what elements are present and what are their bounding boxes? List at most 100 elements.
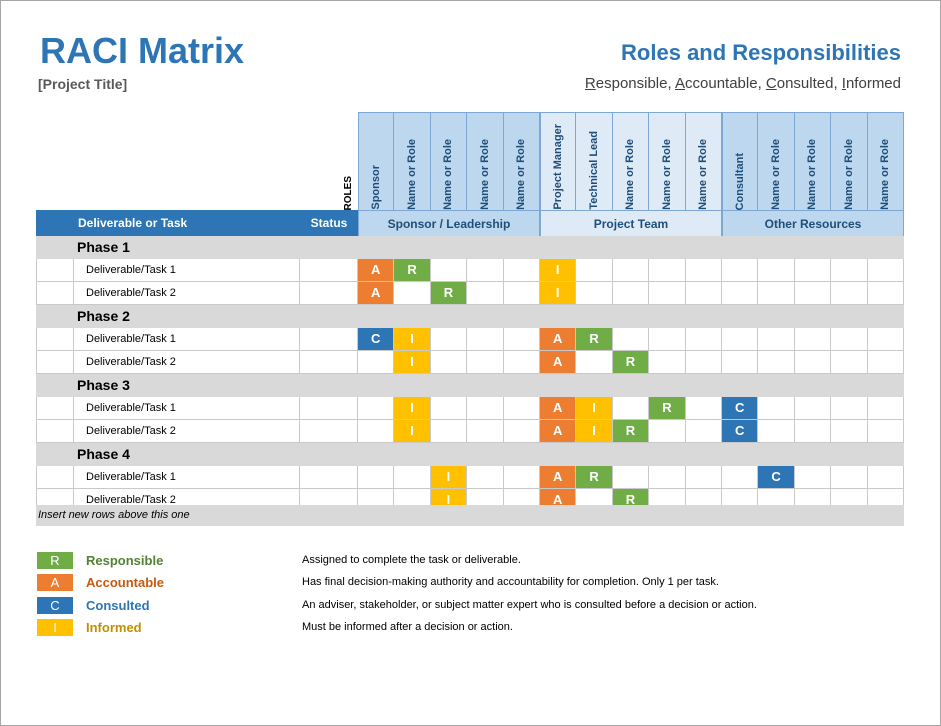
- raci-cell[interactable]: [722, 351, 759, 374]
- role-header[interactable]: Consultant: [722, 112, 759, 210]
- role-header[interactable]: Sponsor: [358, 112, 395, 210]
- role-header[interactable]: Name or Role: [685, 112, 722, 210]
- raci-cell[interactable]: I: [430, 466, 468, 489]
- raci-cell[interactable]: [867, 397, 904, 420]
- raci-cell[interactable]: [758, 259, 795, 282]
- raci-cell[interactable]: [831, 351, 868, 374]
- raci-cell[interactable]: I: [576, 397, 613, 420]
- role-header[interactable]: Name or Role: [467, 112, 504, 210]
- raci-cell[interactable]: [722, 466, 759, 489]
- raci-cell[interactable]: [794, 420, 832, 443]
- raci-cell[interactable]: [576, 282, 613, 305]
- raci-cell[interactable]: [685, 328, 722, 351]
- raci-cell[interactable]: I: [540, 259, 577, 282]
- raci-cell[interactable]: [467, 282, 504, 305]
- status-cell[interactable]: [300, 259, 358, 282]
- raci-cell[interactable]: [758, 420, 795, 443]
- raci-cell[interactable]: A: [358, 259, 395, 282]
- role-header[interactable]: Name or Role: [503, 112, 540, 210]
- raci-cell[interactable]: [831, 466, 868, 489]
- raci-cell[interactable]: [612, 259, 650, 282]
- raci-cell[interactable]: [722, 282, 759, 305]
- raci-cell[interactable]: [358, 351, 395, 374]
- raci-cell[interactable]: I: [394, 397, 431, 420]
- raci-cell[interactable]: [649, 259, 686, 282]
- raci-cell[interactable]: I: [540, 282, 577, 305]
- role-header[interactable]: Name or Role: [867, 112, 904, 210]
- raci-cell[interactable]: [358, 466, 395, 489]
- raci-cell[interactable]: [831, 259, 868, 282]
- raci-cell[interactable]: [758, 397, 795, 420]
- raci-cell[interactable]: [649, 466, 686, 489]
- role-header[interactable]: Name or Role: [794, 112, 832, 210]
- raci-cell[interactable]: [612, 466, 650, 489]
- raci-cell[interactable]: [576, 351, 613, 374]
- raci-cell[interactable]: I: [394, 351, 431, 374]
- raci-cell[interactable]: A: [540, 466, 577, 489]
- raci-cell[interactable]: [867, 351, 904, 374]
- raci-cell[interactable]: [685, 466, 722, 489]
- raci-cell[interactable]: [867, 328, 904, 351]
- project-title[interactable]: [Project Title]: [38, 76, 128, 92]
- raci-cell[interactable]: [503, 466, 540, 489]
- raci-cell[interactable]: [649, 351, 686, 374]
- role-header[interactable]: Name or Role: [831, 112, 868, 210]
- raci-cell[interactable]: R: [612, 420, 650, 443]
- raci-cell[interactable]: [430, 328, 468, 351]
- raci-cell[interactable]: [503, 328, 540, 351]
- raci-cell[interactable]: [867, 259, 904, 282]
- raci-cell[interactable]: [794, 466, 832, 489]
- raci-cell[interactable]: [794, 259, 832, 282]
- raci-cell[interactable]: [612, 397, 650, 420]
- raci-cell[interactable]: C: [758, 466, 795, 489]
- raci-cell[interactable]: R: [649, 397, 686, 420]
- raci-cell[interactable]: [831, 282, 868, 305]
- raci-cell[interactable]: [794, 351, 832, 374]
- status-cell[interactable]: [300, 466, 358, 489]
- raci-cell[interactable]: [722, 328, 759, 351]
- raci-cell[interactable]: [794, 397, 832, 420]
- role-header[interactable]: Name or Role: [649, 112, 686, 210]
- raci-cell[interactable]: [430, 259, 468, 282]
- task-name-cell[interactable]: Deliverable/Task 1: [74, 259, 300, 282]
- task-name-cell[interactable]: Deliverable/Task 2: [74, 351, 300, 374]
- raci-cell[interactable]: I: [394, 420, 431, 443]
- raci-cell[interactable]: A: [358, 282, 395, 305]
- raci-cell[interactable]: [685, 282, 722, 305]
- raci-cell[interactable]: R: [394, 259, 431, 282]
- raci-cell[interactable]: [467, 420, 504, 443]
- raci-cell[interactable]: [758, 282, 795, 305]
- raci-cell[interactable]: [467, 397, 504, 420]
- task-name-cell[interactable]: Deliverable/Task 1: [74, 328, 300, 351]
- raci-cell[interactable]: [685, 420, 722, 443]
- raci-cell[interactable]: [503, 259, 540, 282]
- raci-cell[interactable]: [467, 328, 504, 351]
- status-cell[interactable]: [300, 328, 358, 351]
- raci-cell[interactable]: [831, 420, 868, 443]
- raci-cell[interactable]: C: [358, 328, 395, 351]
- role-header[interactable]: Name or Role: [430, 112, 468, 210]
- raci-cell[interactable]: [758, 328, 795, 351]
- raci-cell[interactable]: [503, 351, 540, 374]
- raci-cell[interactable]: [867, 466, 904, 489]
- raci-cell[interactable]: [831, 328, 868, 351]
- raci-cell[interactable]: [503, 420, 540, 443]
- role-header[interactable]: Name or Role: [394, 112, 431, 210]
- status-cell[interactable]: [300, 351, 358, 374]
- raci-cell[interactable]: [685, 397, 722, 420]
- raci-cell[interactable]: [430, 351, 468, 374]
- raci-cell[interactable]: [503, 397, 540, 420]
- raci-cell[interactable]: [831, 397, 868, 420]
- raci-cell[interactable]: [394, 282, 431, 305]
- raci-cell[interactable]: [867, 420, 904, 443]
- raci-cell[interactable]: [685, 351, 722, 374]
- raci-cell[interactable]: [794, 328, 832, 351]
- raci-cell[interactable]: [649, 328, 686, 351]
- raci-cell[interactable]: A: [540, 420, 577, 443]
- raci-cell[interactable]: [794, 282, 832, 305]
- role-header[interactable]: Technical Lead: [576, 112, 613, 210]
- role-header[interactable]: Name or Role: [758, 112, 795, 210]
- raci-cell[interactable]: R: [576, 328, 613, 351]
- raci-cell[interactable]: [685, 259, 722, 282]
- raci-cell[interactable]: [358, 420, 395, 443]
